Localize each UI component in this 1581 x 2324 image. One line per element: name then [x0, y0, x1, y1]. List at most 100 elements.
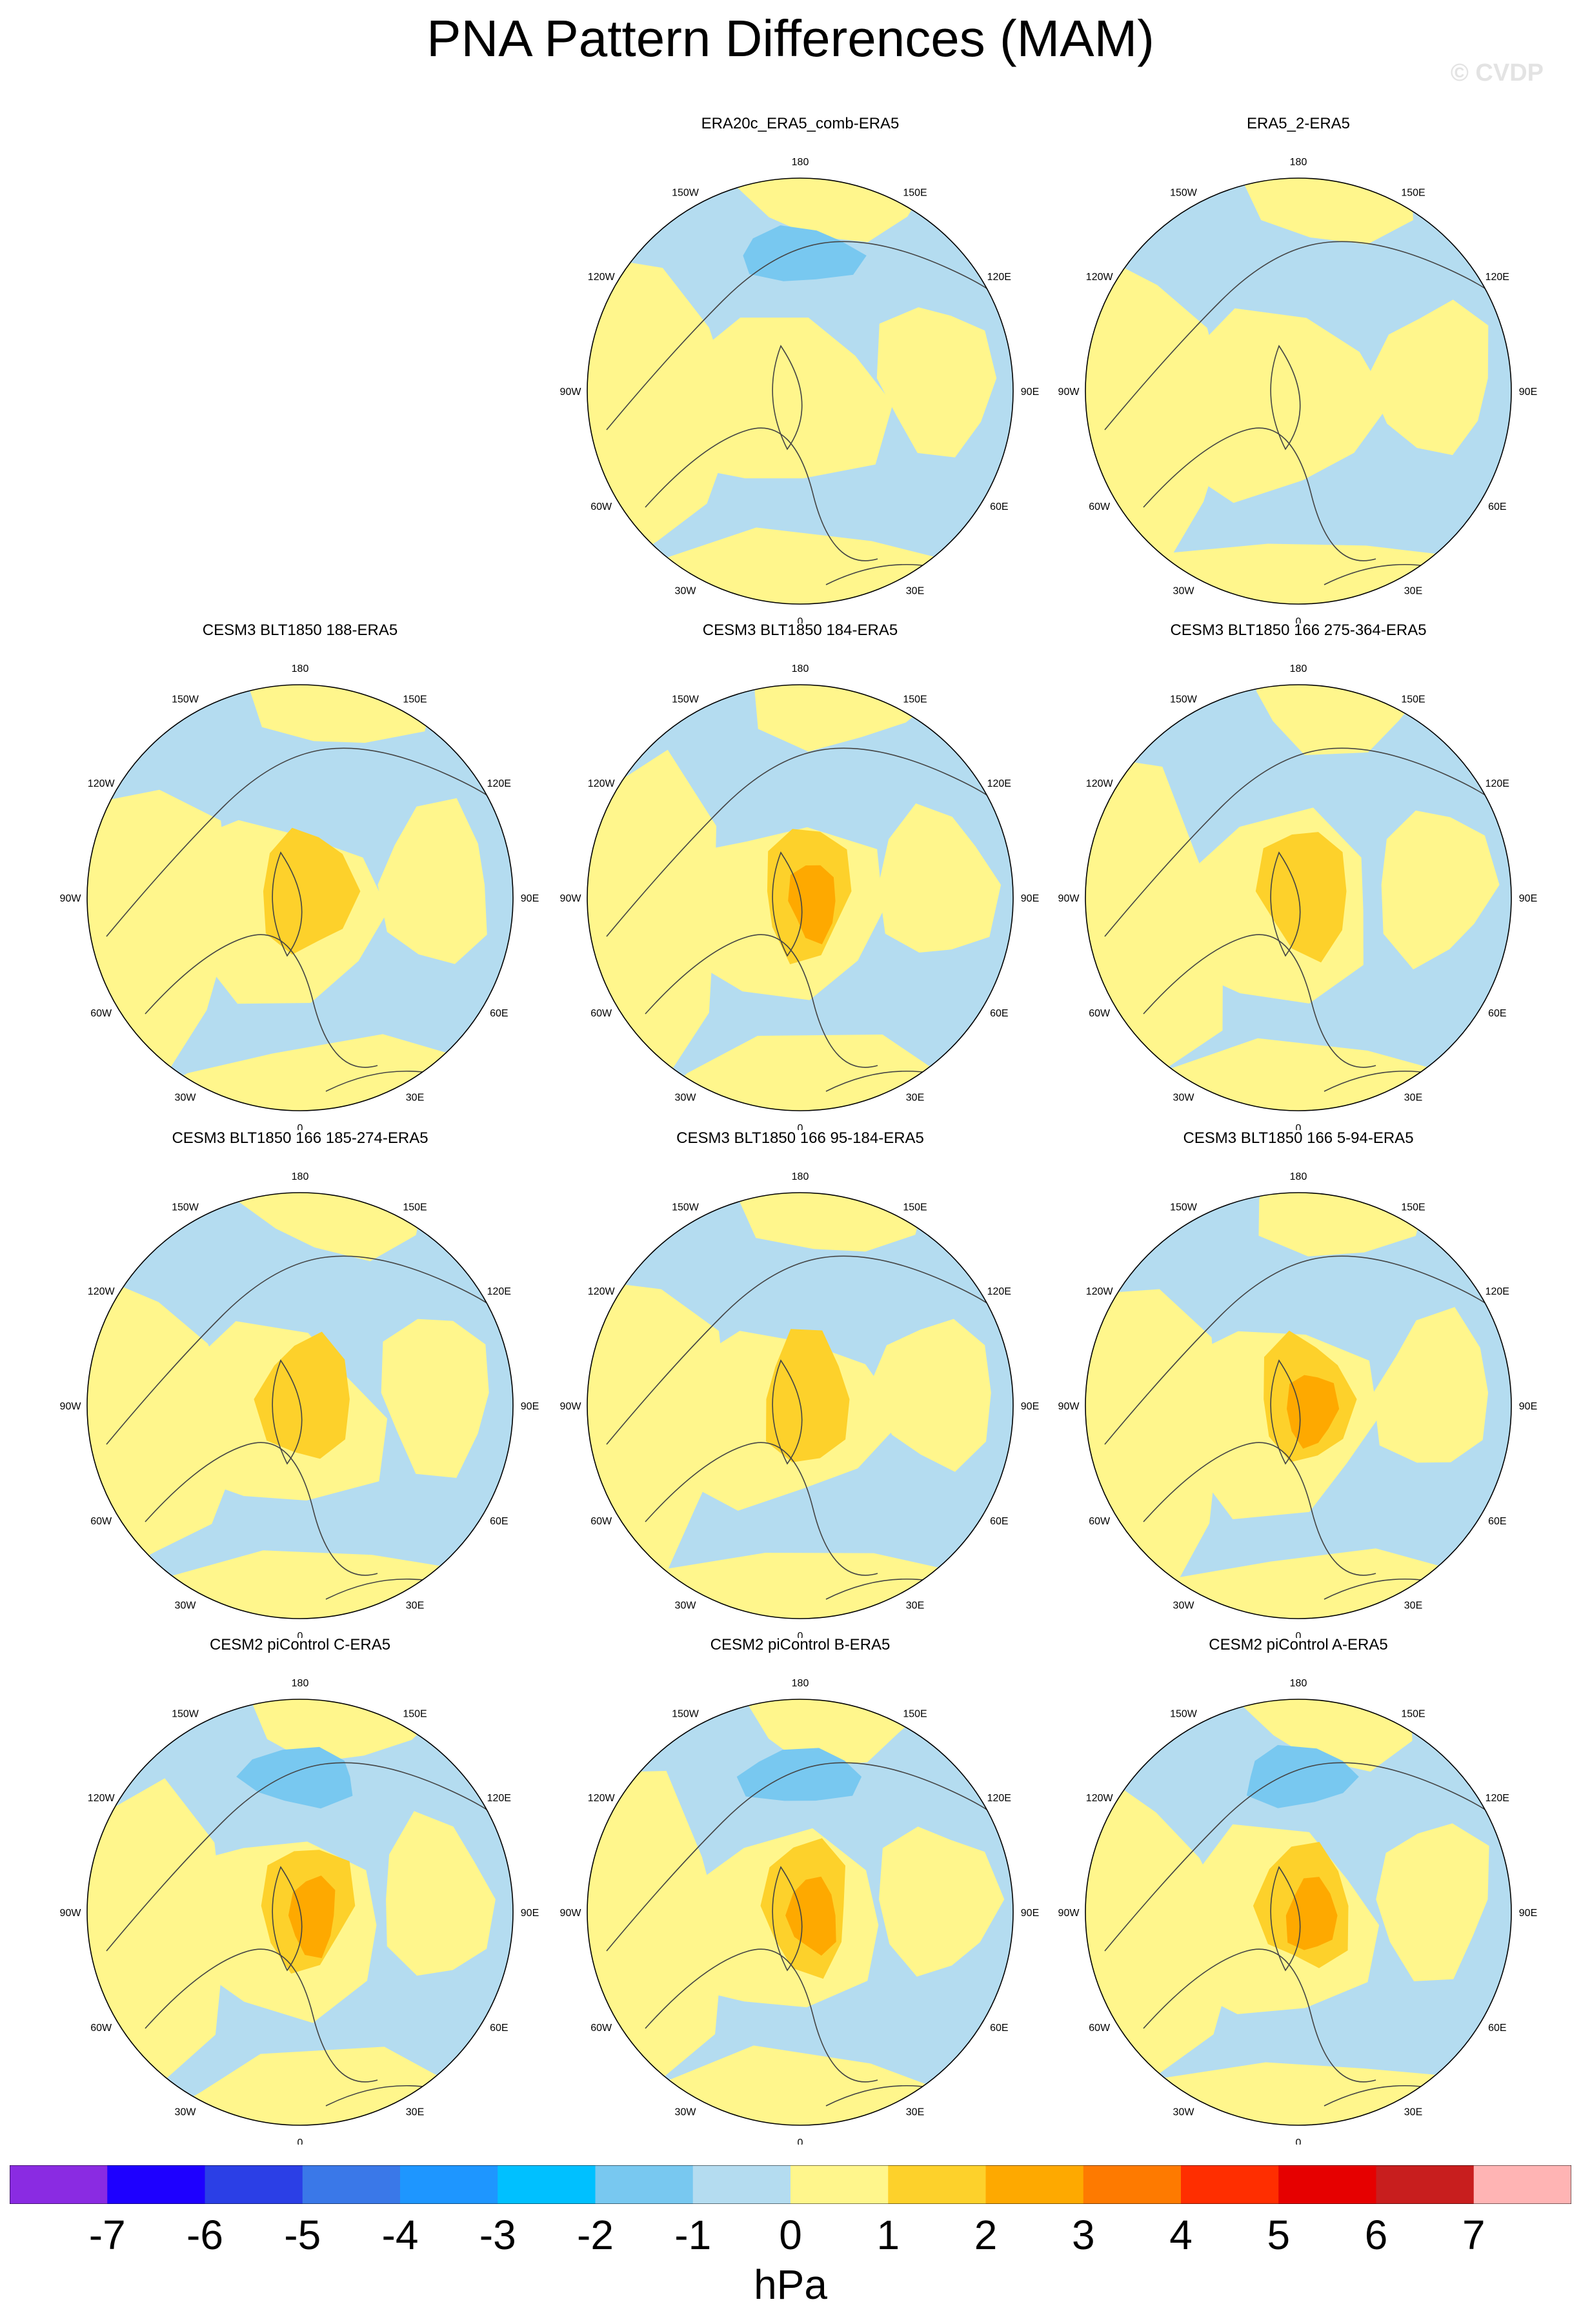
colorbar-tick: -4	[381, 2212, 419, 2258]
longitude-label: 150E	[1401, 1709, 1425, 1720]
longitude-label: 60E	[490, 1516, 508, 1527]
longitude-label: 0	[798, 1631, 803, 1638]
longitude-label: 30W	[675, 1092, 697, 1103]
longitude-label: 90E	[521, 1401, 539, 1412]
longitude-label: 120W	[588, 1286, 616, 1297]
longitude-label: 30W	[1173, 2107, 1195, 2117]
longitude-label: 30E	[1404, 1092, 1422, 1103]
longitude-label: 60W	[1089, 1516, 1111, 1527]
map-panel: CESM2 piControl B-ERA5 180 150E 120E 90E 60E 3…	[555, 1636, 1045, 2145]
positive-region	[250, 685, 434, 743]
figure-title: PNA Pattern Differences (MAM)	[427, 10, 1154, 67]
polar-map: 180 150E 120E 90E 60E 30E 0 30W 60W 90W 120W 150W	[60, 663, 539, 1130]
colorbar-swatch	[498, 2165, 596, 2204]
negative-region-strong	[236, 1746, 353, 1809]
colorbar-swatch	[205, 2165, 303, 2204]
longitude-label: 90W	[560, 893, 582, 904]
positive-region	[749, 1699, 930, 1768]
polar-map: 180 150E 120E 90E 60E 30E 0 30W 60W 90W 120W 150W	[1058, 1678, 1538, 2145]
longitude-label: 60W	[590, 1516, 612, 1527]
colorbar-swatches	[9, 2165, 1572, 2205]
longitude-label: 180	[292, 663, 309, 674]
longitude-label: 120W	[588, 1793, 616, 1804]
negative-region-strong	[736, 1748, 862, 1801]
map-boundary	[587, 177, 1014, 605]
positive-region	[738, 1193, 925, 1252]
longitude-label: 120W	[1086, 272, 1114, 283]
positive-region	[1085, 756, 1224, 1073]
positive-region	[867, 1319, 991, 1472]
longitude-label: 30E	[906, 585, 924, 596]
longitude-label: 120E	[1485, 1286, 1509, 1297]
positive-region	[235, 1193, 424, 1262]
positive-region	[87, 789, 232, 1078]
map-panel: CESM2 piControl A-ERA5 180 150E 120E 90E 60E 3…	[1053, 1636, 1544, 2145]
map-boundary	[1085, 1192, 1512, 1619]
longitude-label: 150E	[403, 1709, 427, 1720]
longitude-label: 120W	[1086, 1793, 1114, 1804]
positive-region	[734, 178, 927, 242]
positive-region	[381, 1319, 489, 1478]
longitude-label: 90E	[1021, 1401, 1039, 1412]
longitude-label: 0	[1296, 1631, 1302, 1638]
map-panel: CESM2 piControl C-ERA5 180 150E 120E 90E 60E 3…	[55, 1636, 545, 2145]
longitude-label: 30W	[1173, 1600, 1195, 1611]
map-boundary	[587, 684, 1014, 1111]
panel-title: ERA20c_ERA5_comb-ERA5	[701, 115, 900, 132]
colorbar-tick: -3	[479, 2212, 516, 2258]
negative-region-strong	[1246, 1744, 1359, 1808]
longitude-label: 60E	[1488, 2023, 1506, 2034]
colorbar-swatch	[985, 2165, 1084, 2204]
panel-title: CESM3 BLT1850 166 275-364-ERA5	[1170, 621, 1427, 639]
longitude-label: 60W	[90, 1008, 112, 1019]
longitude-label: 0	[297, 1631, 303, 1638]
longitude-label: 90W	[60, 893, 82, 904]
colorbar-swatch	[1181, 2165, 1279, 2204]
colorbar-tick: -5	[284, 2212, 321, 2258]
longitude-label: 120E	[487, 778, 511, 789]
map-panel: CESM3 BLT1850 166 5-94-ERA5 180 150E 120E 90…	[1053, 1129, 1544, 1638]
map-panel: CESM3 BLT1850 188-ERA5 180 150E 120E 90E 60E 3…	[55, 621, 545, 1130]
longitude-label: 90W	[560, 1401, 582, 1412]
map-boundary	[1085, 684, 1512, 1111]
longitude-label: 90W	[560, 1908, 582, 1919]
longitude-label: 60E	[1488, 1008, 1506, 1019]
longitude-label: 90E	[1519, 1401, 1537, 1412]
positive-region	[1367, 299, 1489, 456]
map-panel: ERA5_2-ERA5 180 150E 120E 90E 60E 30E 0 30W 60W 90…	[1053, 115, 1544, 623]
longitude-label: 120E	[987, 1793, 1011, 1804]
longitude-label: 30W	[175, 1600, 197, 1611]
longitude-label: 60W	[90, 1516, 112, 1527]
positive-region	[116, 1034, 485, 1111]
longitude-label: 30W	[1173, 585, 1195, 596]
colorbar-tick: -6	[186, 2212, 223, 2258]
longitude-label: 90W	[1058, 893, 1080, 904]
longitude-label: 30W	[175, 2107, 197, 2117]
positive-region-peak	[785, 1876, 836, 1956]
longitude-label: 150E	[1401, 694, 1425, 705]
longitude-label: 150W	[172, 694, 199, 705]
polar-map: 180 150E 120E 90E 60E 30E 0 30W 60W 90W 120W 150W	[60, 1171, 539, 1638]
colorbar-tick: -7	[88, 2212, 126, 2258]
positive-region	[87, 1778, 225, 2083]
negative-region-strong	[743, 225, 867, 281]
colorbar-swatch	[692, 2165, 791, 2204]
longitude-label: 150W	[672, 1202, 700, 1213]
colorbar-tick: 2	[974, 2212, 998, 2258]
colorbar-swatch	[888, 2165, 986, 2204]
colorbar-tick: 1	[876, 2212, 900, 2258]
longitude-label: 150E	[403, 1202, 427, 1213]
polar-map: 180 150E 120E 90E 60E 30E 0 30W 60W 90W 120W 150W	[560, 663, 1040, 1130]
longitude-label: 0	[798, 616, 803, 623]
positive-region	[1376, 1823, 1489, 1981]
coastlines	[106, 1255, 513, 1600]
longitude-label: 150E	[903, 1202, 927, 1213]
panel-title: CESM3 BLT1850 188-ERA5	[202, 621, 398, 639]
longitude-label: 60W	[1089, 1008, 1111, 1019]
longitude-label: 120W	[1086, 778, 1114, 789]
map-boundary	[587, 1192, 1014, 1619]
colorbar-swatch	[1278, 2165, 1376, 2204]
colorbar-tick: -2	[577, 2212, 614, 2258]
longitude-label: 120W	[588, 272, 616, 283]
longitude-label: 30E	[1404, 585, 1422, 596]
